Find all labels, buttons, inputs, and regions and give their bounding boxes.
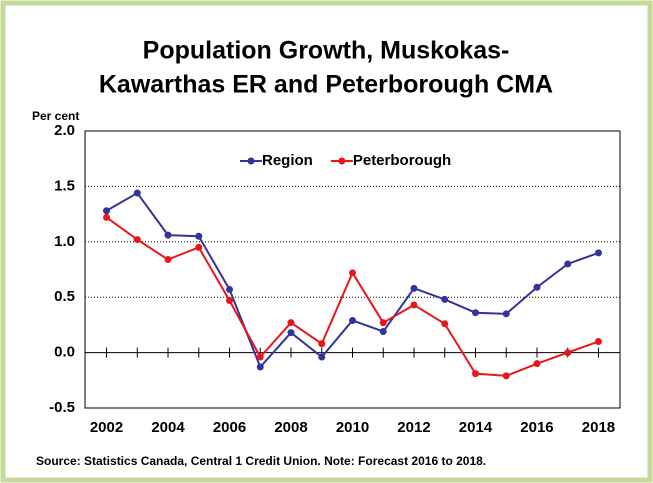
- data-point: [287, 329, 295, 337]
- data-point: [164, 231, 172, 239]
- y-tick-label: 2.0: [54, 122, 75, 139]
- data-point: [564, 260, 572, 268]
- data-point: [103, 213, 111, 221]
- data-point: [349, 269, 356, 277]
- y-tick-label: 0.0: [54, 344, 75, 361]
- x-tick-label: 2006: [213, 419, 246, 436]
- data-point: [226, 285, 234, 293]
- x-tick-label: 2018: [582, 419, 615, 436]
- data-point: [133, 189, 141, 197]
- data-point: [441, 320, 449, 328]
- data-point: [441, 295, 449, 303]
- data-point: [379, 328, 387, 336]
- data-point: [410, 284, 418, 292]
- data-point: [502, 372, 510, 380]
- data-point: [318, 353, 326, 361]
- x-tick-label: 2010: [336, 419, 369, 436]
- chart-title: Population Growth, Muskokas-: [143, 37, 510, 65]
- legend-swatch: [338, 157, 346, 165]
- data-point: [594, 249, 602, 257]
- data-point: [502, 310, 510, 318]
- data-point: [594, 338, 602, 346]
- legend-label: Region: [262, 152, 313, 169]
- data-point: [533, 283, 541, 291]
- data-point: [195, 243, 203, 251]
- data-point: [133, 236, 141, 244]
- y-axis-label: Per cent: [32, 109, 79, 123]
- data-point: [318, 340, 326, 348]
- y-tick-label: 1.0: [54, 233, 75, 250]
- data-point: [195, 232, 203, 240]
- x-tick-label: 2014: [459, 419, 493, 436]
- data-point: [256, 353, 264, 361]
- data-point: [256, 363, 264, 371]
- legend-label: Peterborough: [353, 152, 451, 169]
- data-point: [471, 370, 479, 378]
- data-point: [564, 349, 572, 357]
- x-tick-label: 2004: [151, 419, 185, 436]
- data-point: [471, 309, 479, 317]
- data-point: [533, 360, 541, 368]
- x-tick-label: 2016: [520, 419, 553, 436]
- data-point: [349, 316, 356, 324]
- x-tick-label: 2008: [274, 419, 307, 436]
- chart-title: Kawarthas ER and Peterborough CMA: [99, 71, 553, 99]
- x-tick-label: 2002: [90, 419, 123, 436]
- y-tick-label: -0.5: [49, 399, 75, 416]
- source-note: Source: Statistics Canada, Central 1 Cre…: [36, 454, 486, 468]
- data-point: [287, 319, 295, 327]
- data-point: [410, 301, 418, 309]
- x-tick-label: 2012: [397, 419, 430, 436]
- data-point: [103, 207, 111, 215]
- y-tick-label: 1.5: [54, 177, 75, 194]
- data-point: [164, 256, 172, 264]
- y-tick-label: 0.5: [54, 288, 75, 305]
- plot-area: [84, 130, 621, 409]
- legend-swatch: [247, 157, 255, 165]
- data-point: [226, 297, 234, 305]
- data-point: [379, 319, 387, 327]
